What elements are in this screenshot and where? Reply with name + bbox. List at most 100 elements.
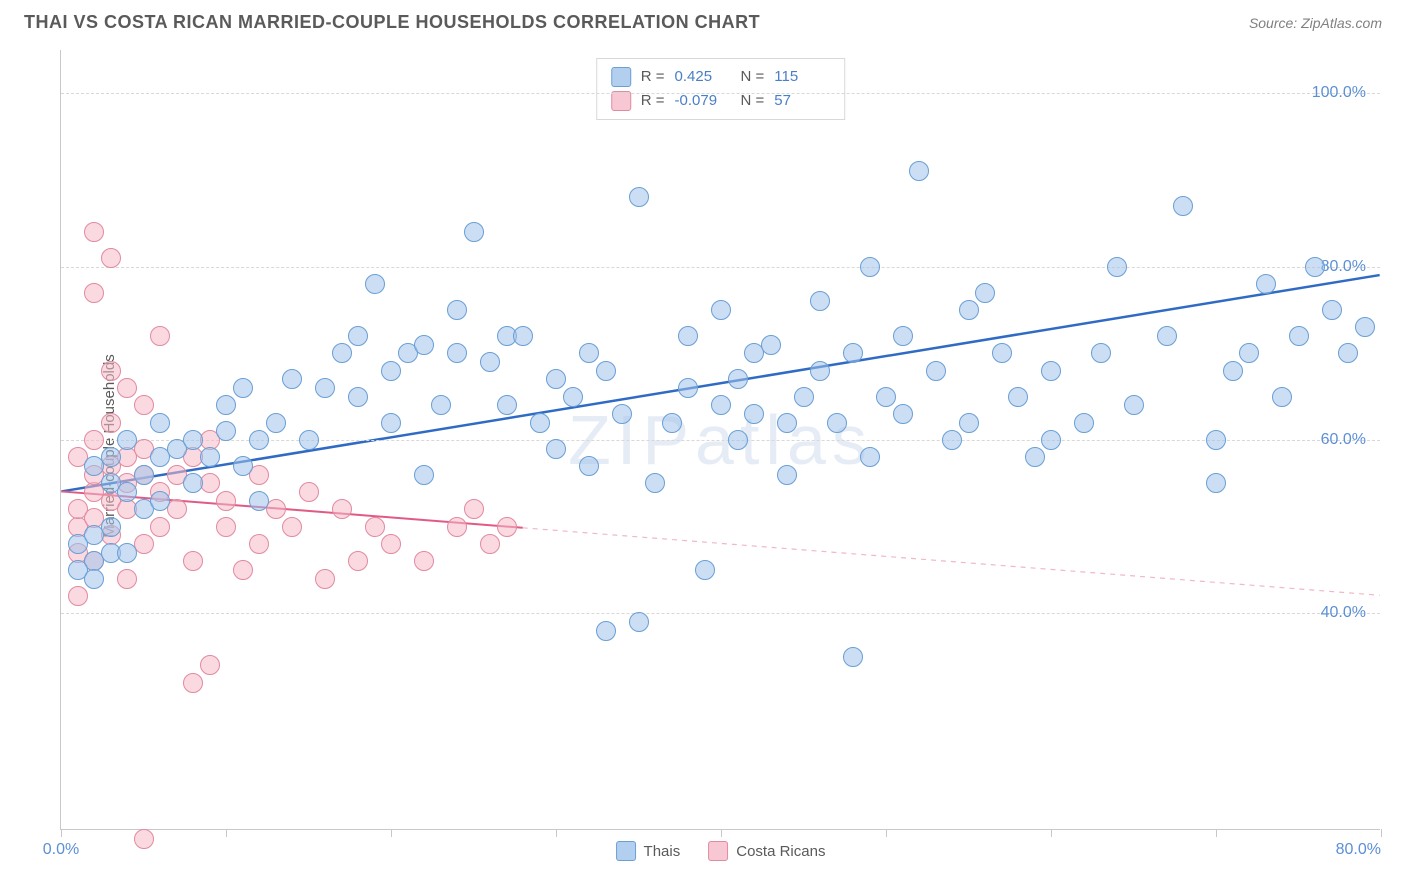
data-point (282, 517, 302, 537)
data-point (447, 517, 467, 537)
data-point (183, 473, 203, 493)
data-point (645, 473, 665, 493)
data-point (332, 499, 352, 519)
data-point (975, 283, 995, 303)
data-point (629, 612, 649, 632)
data-point (480, 534, 500, 554)
x-tick-label: 0.0% (43, 841, 79, 859)
data-point (662, 413, 682, 433)
data-point (546, 369, 566, 389)
x-tick (391, 829, 392, 837)
data-point (1239, 343, 1259, 363)
x-tick (1051, 829, 1052, 837)
data-point (414, 551, 434, 571)
x-tick (721, 829, 722, 837)
data-point (315, 378, 335, 398)
data-point (843, 343, 863, 363)
data-point (497, 517, 517, 537)
data-point (1322, 300, 1342, 320)
data-point (612, 404, 632, 424)
gridline (61, 267, 1380, 268)
data-point (348, 551, 368, 571)
data-point (101, 413, 121, 433)
data-point (348, 326, 368, 346)
data-point (233, 560, 253, 580)
data-point (200, 655, 220, 675)
data-point (992, 343, 1012, 363)
data-point (216, 395, 236, 415)
data-point (1272, 387, 1292, 407)
data-point (84, 569, 104, 589)
stat-r-value: 0.425 (675, 65, 731, 89)
data-point (414, 465, 434, 485)
data-point (1338, 343, 1358, 363)
data-point (183, 430, 203, 450)
x-tick (61, 829, 62, 837)
data-point (678, 378, 698, 398)
data-point (1041, 361, 1061, 381)
y-tick-label: 80.0% (1321, 258, 1366, 276)
data-point (200, 447, 220, 467)
data-point (117, 430, 137, 450)
data-point (266, 413, 286, 433)
data-point (860, 257, 880, 277)
gridline (61, 613, 1380, 614)
data-point (1173, 196, 1193, 216)
data-point (513, 326, 533, 346)
data-point (249, 534, 269, 554)
data-point (216, 491, 236, 511)
data-point (546, 439, 566, 459)
stats-row: R =0.425N =115 (611, 65, 831, 89)
data-point (1025, 447, 1045, 467)
data-point (249, 491, 269, 511)
data-point (876, 387, 896, 407)
legend-label: Thais (644, 843, 681, 860)
data-point (134, 465, 154, 485)
data-point (183, 551, 203, 571)
data-point (695, 560, 715, 580)
data-point (117, 569, 137, 589)
data-point (381, 413, 401, 433)
data-point (711, 395, 731, 415)
data-point (365, 517, 385, 537)
stats-legend: R =0.425N =115R =-0.079N =57 (596, 58, 846, 120)
gridline (61, 93, 1380, 94)
stat-n-label: N = (741, 65, 765, 89)
data-point (150, 517, 170, 537)
legend-item: Costa Ricans (708, 841, 825, 861)
data-point (744, 404, 764, 424)
data-point (84, 222, 104, 242)
data-point (249, 430, 269, 450)
data-point (860, 447, 880, 467)
data-point (101, 361, 121, 381)
data-point (1206, 430, 1226, 450)
data-point (1223, 361, 1243, 381)
stat-n-value: 115 (774, 65, 830, 89)
data-point (1008, 387, 1028, 407)
x-tick (556, 829, 557, 837)
data-point (134, 829, 154, 849)
data-point (1124, 395, 1144, 415)
data-point (1074, 413, 1094, 433)
data-point (447, 343, 467, 363)
data-point (150, 326, 170, 346)
data-point (431, 395, 451, 415)
data-point (183, 673, 203, 693)
data-point (464, 222, 484, 242)
data-point (728, 430, 748, 450)
chart-title: THAI VS COSTA RICAN MARRIED-COUPLE HOUSE… (24, 12, 760, 33)
data-point (959, 413, 979, 433)
data-point (629, 187, 649, 207)
data-point (101, 517, 121, 537)
data-point (678, 326, 698, 346)
data-point (893, 404, 913, 424)
chart-source: Source: ZipAtlas.com (1249, 15, 1382, 31)
data-point (926, 361, 946, 381)
legend-item: Thais (616, 841, 681, 861)
data-point (909, 161, 929, 181)
data-point (282, 369, 302, 389)
data-point (84, 283, 104, 303)
data-point (117, 378, 137, 398)
data-point (315, 569, 335, 589)
data-point (1107, 257, 1127, 277)
